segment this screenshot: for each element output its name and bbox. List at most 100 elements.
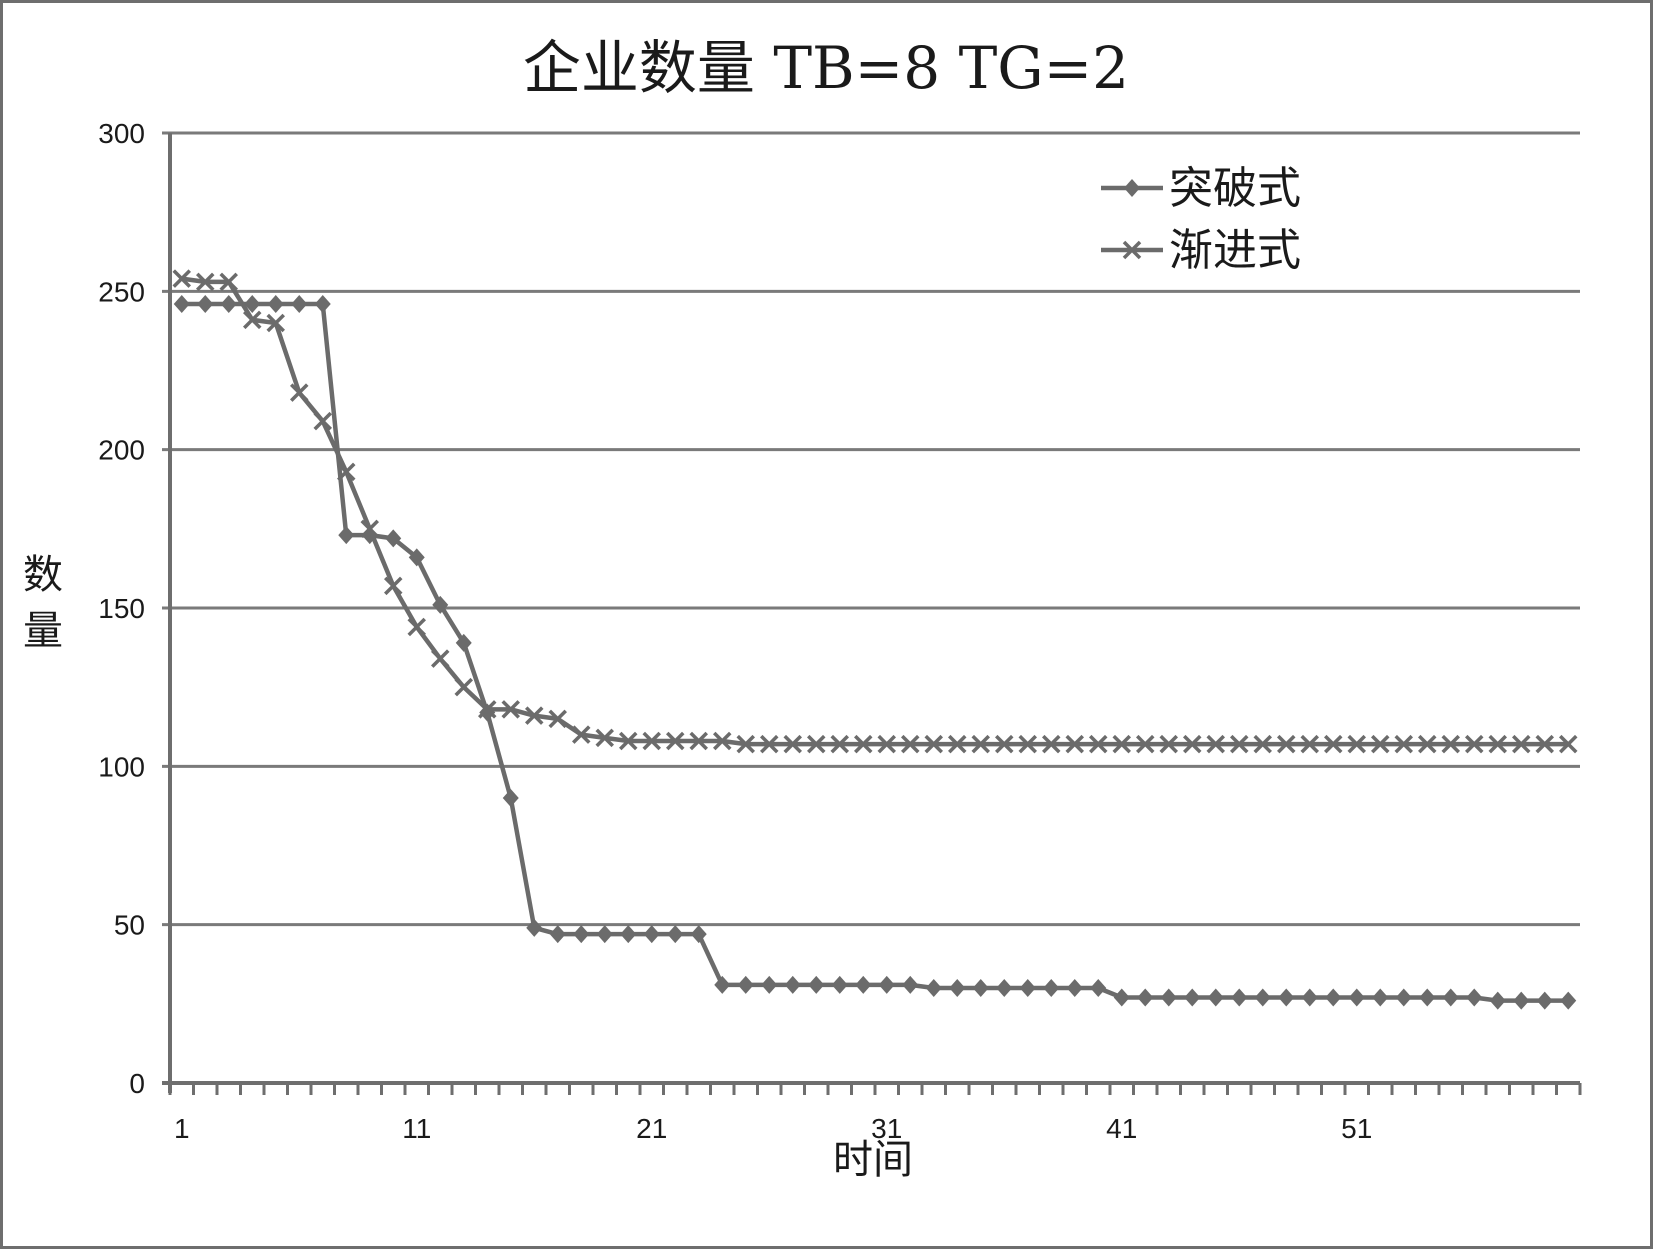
y-tick-label: 200 [98, 435, 145, 466]
data-point-diamond [1113, 988, 1130, 1007]
data-point-x [1394, 734, 1413, 754]
data-point-x [877, 734, 896, 754]
data-point-x [995, 734, 1014, 754]
data-point-x [1206, 734, 1225, 754]
data-point-diamond [1066, 979, 1083, 997]
data-point-x [1418, 734, 1437, 754]
data-point-x [642, 731, 661, 751]
data-point-x [1441, 734, 1460, 754]
data-point-x [1488, 734, 1507, 754]
data-point-x [1042, 734, 1061, 754]
data-point-x [1253, 734, 1272, 754]
x-axis-title: 时间 [833, 1137, 913, 1183]
data-point-x [313, 411, 332, 431]
data-point-x [290, 383, 309, 402]
legend-label: 渐进式 [1169, 225, 1301, 276]
data-point-diamond [596, 925, 613, 944]
data-point-x [760, 734, 779, 754]
data-point-x [1183, 734, 1202, 754]
data-point-diamond [620, 925, 637, 944]
data-point-x [595, 728, 614, 748]
data-point-diamond [643, 925, 660, 944]
data-point-x [1535, 734, 1554, 754]
data-point-diamond [1419, 988, 1436, 1007]
data-point-diamond [902, 975, 919, 994]
data-point-x [924, 734, 943, 754]
data-point-diamond [1395, 988, 1412, 1007]
data-point-diamond [197, 295, 214, 313]
data-point-diamond [784, 975, 801, 994]
data-point-x [407, 617, 426, 637]
data-point-diamond [1124, 179, 1140, 197]
data-point-diamond [549, 925, 566, 944]
data-point-diamond [1466, 988, 1483, 1007]
data-point-x [1112, 734, 1131, 754]
x-tick-label: 11 [402, 1113, 431, 1144]
data-point-x [854, 734, 873, 754]
data-point-x [1465, 734, 1484, 754]
data-point-diamond [1090, 979, 1107, 997]
legend-item: 渐进式 [1101, 225, 1301, 276]
data-point-x [337, 462, 356, 482]
data-point-diamond [1137, 988, 1154, 1007]
data-point-x [360, 519, 379, 539]
data-point-diamond [1019, 979, 1036, 997]
data-point-x [548, 709, 567, 729]
y-tick-label: 50 [114, 910, 145, 941]
data-point-x [971, 734, 990, 754]
data-point-diamond [761, 975, 778, 994]
chart-title: 企业数量 TB=8 TG=2 [523, 34, 1129, 102]
data-point-x [783, 734, 802, 754]
legend-label: 突破式 [1169, 163, 1301, 214]
data-point-x [478, 700, 497, 719]
data-point-diamond [1231, 988, 1248, 1007]
data-point-diamond [267, 295, 284, 313]
data-point-diamond [502, 789, 519, 807]
data-point-diamond [667, 925, 684, 944]
x-tick-label: 1 [174, 1113, 190, 1144]
data-point-x [1159, 734, 1178, 754]
data-point-x [1371, 734, 1390, 754]
data-point-x [454, 677, 473, 697]
data-point-x [501, 700, 520, 719]
data-point-diamond [1254, 988, 1271, 1007]
data-point-diamond [925, 979, 942, 997]
y-tick-label: 0 [129, 1068, 145, 1099]
y-tick-labels: 0 50 100 150 200 250 300 [98, 118, 145, 1099]
data-point-diamond [1348, 988, 1365, 1007]
data-point-x [1089, 734, 1108, 754]
data-point-diamond [996, 979, 1013, 997]
data-point-diamond [855, 975, 872, 994]
data-point-diamond [314, 295, 331, 313]
data-point-diamond [1372, 988, 1389, 1007]
axes [162, 133, 1582, 1095]
data-point-diamond [1489, 991, 1506, 1010]
data-point-diamond [173, 295, 190, 313]
data-point-diamond [714, 975, 731, 994]
data-point-x [1122, 240, 1142, 260]
series-line [181, 276, 1569, 747]
data-point-x [1324, 734, 1343, 754]
data-point-x [384, 576, 403, 596]
data-point-diamond [1043, 979, 1060, 997]
series-x [172, 269, 1578, 754]
data-point-diamond [1207, 988, 1224, 1007]
data-point-x [525, 706, 544, 725]
data-point-diamond [831, 975, 848, 994]
data-point-x [830, 734, 849, 754]
data-point-diamond [432, 595, 449, 614]
data-point-x [1136, 734, 1155, 754]
data-point-diamond [1301, 988, 1318, 1007]
data-point-diamond [1560, 991, 1577, 1010]
series-line [181, 301, 1569, 1003]
data-point-diamond [526, 918, 543, 937]
data-point-diamond [1442, 988, 1459, 1007]
data-point-diamond [338, 526, 355, 545]
data-point-x [1230, 734, 1249, 754]
data-point-x [948, 734, 967, 754]
x-tick-label: 51 [1341, 1113, 1372, 1144]
data-point-diamond [573, 925, 590, 944]
data-point-diamond [972, 979, 989, 997]
